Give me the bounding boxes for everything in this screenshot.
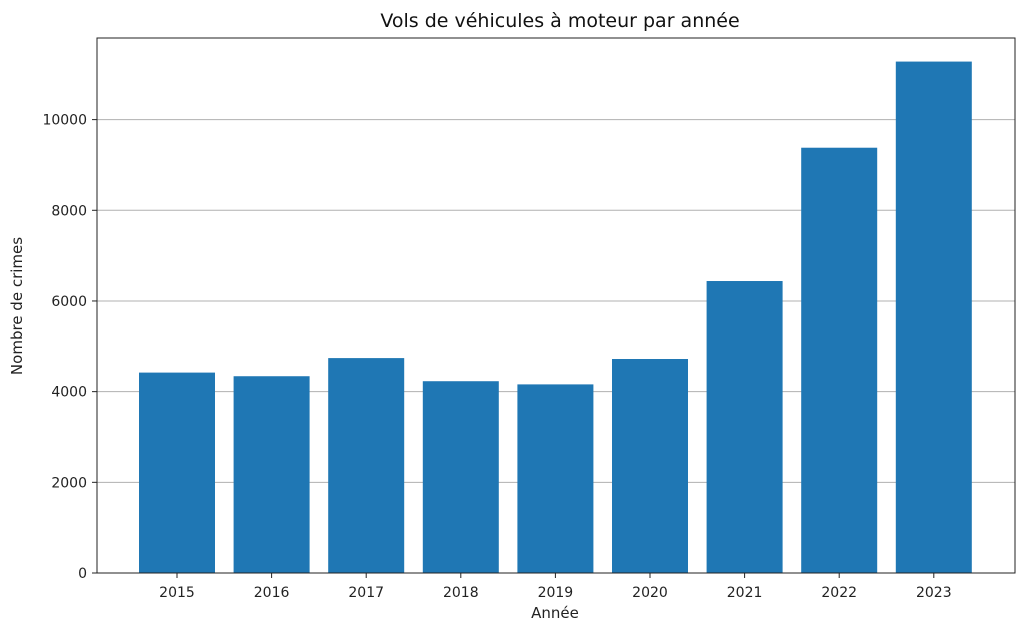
- bars: [139, 61, 972, 574]
- x-axis-label: Année: [531, 604, 579, 622]
- y-tick-label: 0: [78, 566, 87, 582]
- x-tick-label: 2022: [821, 585, 857, 601]
- y-axis-ticks: 0 2000 4000 6000 8000 10000: [42, 113, 97, 582]
- x-tick-label: 2017: [348, 585, 384, 601]
- plot-frame: [96, 37, 1016, 574]
- x-tick-label: 2020: [632, 585, 668, 601]
- y-axis-label: Nombre de crimes: [8, 237, 26, 375]
- bar-2019: [517, 384, 594, 573]
- x-tick-label: 2021: [727, 585, 763, 601]
- y-tick-label: 8000: [51, 203, 87, 219]
- bar-2016: [233, 376, 310, 573]
- bar-2023: [895, 61, 972, 574]
- x-tick-label: 2018: [443, 585, 479, 601]
- y-tick-label: 6000: [51, 294, 87, 310]
- x-tick-label: 2016: [254, 585, 290, 601]
- chart-title: Vols de véhicules à moteur par année: [380, 10, 739, 32]
- y-tick-label: 4000: [51, 385, 87, 401]
- x-tick-label: 2015: [159, 585, 195, 601]
- x-axis-ticks: 2015 2016 2017 2018 2019 2020 2021 2022 2023: [159, 573, 952, 601]
- bar-2015: [139, 372, 215, 573]
- bar-2017: [328, 358, 405, 573]
- y-tick-label: 2000: [51, 475, 87, 491]
- bar-2020: [612, 359, 688, 573]
- x-tick-label: 2023: [916, 585, 952, 601]
- bar-2021: [706, 281, 783, 573]
- bar-2018: [422, 381, 499, 573]
- y-tick-label: 10000: [42, 113, 87, 129]
- bar-2022: [801, 147, 878, 573]
- x-tick-label: 2019: [538, 585, 574, 601]
